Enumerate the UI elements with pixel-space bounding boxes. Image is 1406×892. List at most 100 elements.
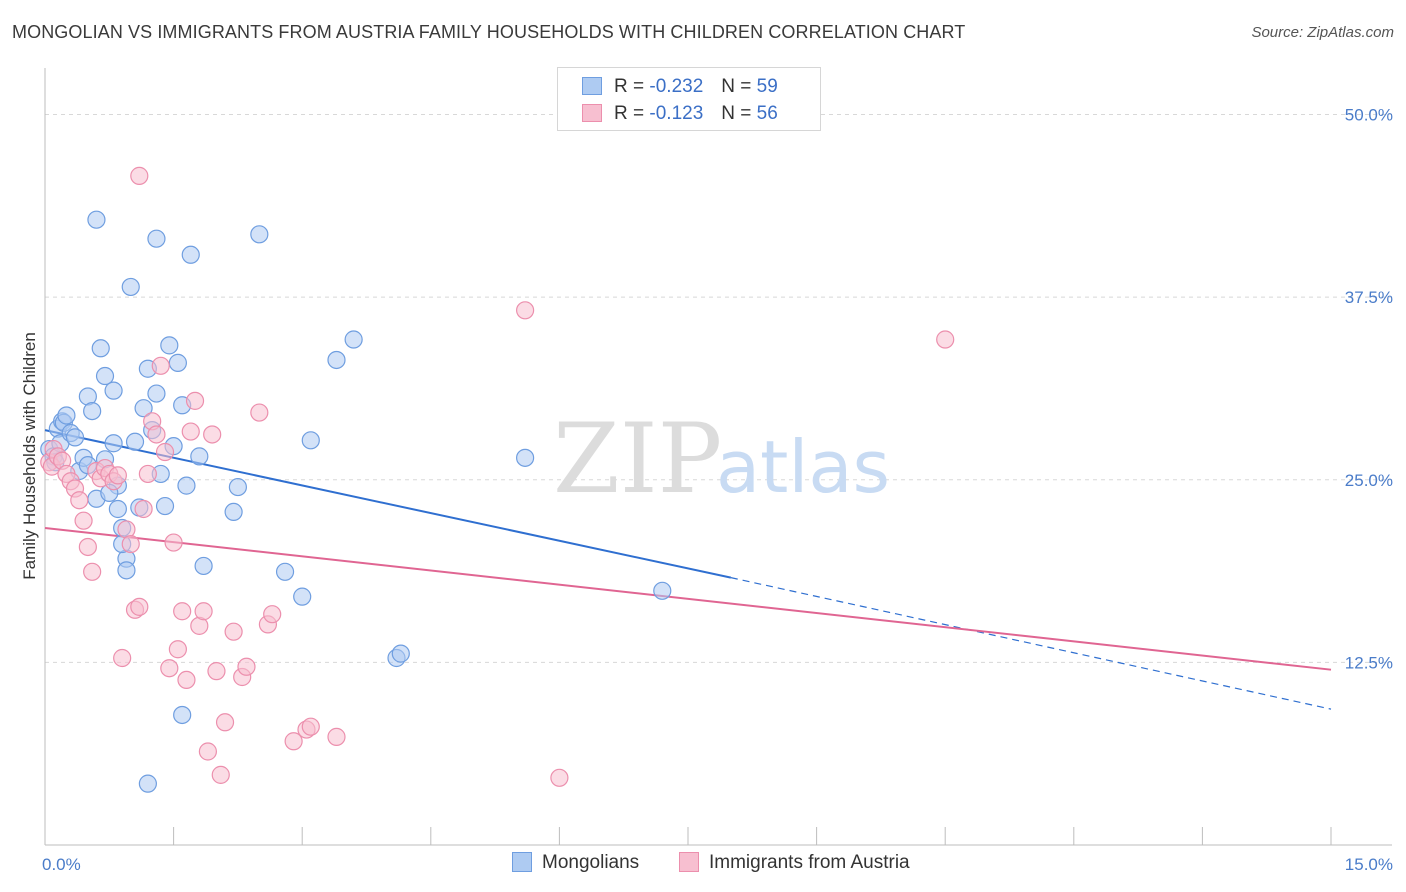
austria-point: [215, 713, 235, 732]
legend-swatch-pink: [582, 104, 602, 122]
austria-point: [327, 727, 346, 746]
austria-point: [173, 602, 192, 621]
correlation-legend: R = -0.232 N = 59 R = -0.123 N = 56: [557, 67, 821, 131]
austria-point: [284, 732, 303, 751]
austria-point: [194, 602, 213, 621]
mongolians-point: [177, 476, 196, 495]
mongolians-point: [190, 447, 209, 466]
mongolians-point: [87, 210, 106, 229]
austria-point: [211, 765, 230, 784]
legend-n-label: N =: [721, 76, 752, 97]
austria-point: [74, 511, 93, 530]
austria-point: [250, 403, 269, 422]
austria-point: [237, 657, 256, 676]
austria-point: [147, 425, 166, 444]
mongolians-point: [83, 401, 102, 421]
mongolians-point: [147, 229, 166, 248]
austria-point: [130, 166, 149, 185]
mongolians-point: [194, 556, 213, 576]
mongolians-label: Mongolians: [542, 852, 640, 873]
mongolians-point: [275, 562, 295, 581]
austria-point: [550, 768, 569, 787]
y-tick-label: 37.5%: [1345, 288, 1393, 307]
austria-point: [301, 717, 320, 736]
mongolians-point: [301, 431, 320, 450]
series-legend-austria[interactable]: Immigrants from Austria: [679, 852, 910, 874]
mongolians-point: [160, 336, 179, 355]
austria-point: [160, 659, 179, 678]
austria-point: [168, 640, 187, 659]
austria-swatch: [679, 852, 699, 872]
mongolians-point: [181, 245, 200, 264]
mongolians-point: [121, 277, 140, 297]
austria-point: [138, 464, 157, 484]
y-axis-label: Family Households with Children: [20, 332, 39, 580]
legend-n-label: N =: [721, 103, 752, 124]
data-points: [40, 166, 955, 793]
austria-point: [263, 605, 282, 624]
x-tick-label: 15.0%: [1345, 855, 1393, 874]
austria-point: [181, 422, 200, 441]
mongolians-point: [91, 339, 110, 358]
austria-point: [936, 330, 955, 349]
austria-point: [151, 356, 170, 375]
mongolians-point: [327, 350, 346, 370]
mongolians-point: [104, 434, 123, 453]
legend-r-value: -0.123: [649, 103, 704, 124]
mongolians-point: [228, 477, 247, 497]
mongolians-point: [155, 496, 175, 516]
mongolians-point: [95, 366, 115, 386]
austria-point: [130, 597, 149, 616]
austria-point: [121, 534, 140, 554]
mongolians-point: [57, 406, 76, 425]
mongolians-trend-extension: [730, 577, 1332, 710]
legend-r-value: -0.232: [649, 76, 704, 97]
x-tick-label: 0.0%: [42, 855, 81, 874]
austria-point: [113, 648, 132, 668]
legend-row-mongolians: R = -0.232 N = 59: [582, 76, 778, 98]
austria-point: [516, 301, 535, 320]
mongolians-point: [108, 499, 127, 519]
mongolians-point: [653, 581, 672, 600]
austria-point: [224, 622, 243, 641]
mongolians-point: [147, 384, 166, 403]
mongolians-point: [65, 428, 85, 447]
y-tick-label: 25.0%: [1345, 471, 1393, 490]
legend-r-label: R =: [614, 103, 645, 124]
mongolians-point: [250, 225, 269, 244]
series-legend-mongolians[interactable]: Mongolians: [512, 852, 639, 874]
austria-point: [155, 442, 175, 462]
austria-label: Immigrants from Austria: [709, 852, 910, 873]
austria-point: [198, 742, 217, 761]
mongolians-point: [117, 561, 136, 580]
austria-point: [134, 499, 153, 519]
austria-point: [185, 391, 205, 410]
mongolians-point: [168, 353, 187, 372]
mongolians-point: [104, 381, 123, 400]
y-tick-label: 50.0%: [1345, 106, 1393, 125]
mongolians-point: [173, 705, 192, 725]
legend-row-austria: R = -0.123 N = 56: [582, 103, 778, 125]
austria-point: [207, 662, 226, 681]
mongolians-point: [224, 502, 243, 522]
austria-point: [83, 562, 102, 581]
mongolians-point: [516, 448, 535, 467]
legend-r-label: R =: [614, 76, 645, 97]
austria-point: [108, 466, 127, 485]
austria-point: [164, 533, 183, 552]
legend-n-value: 59: [756, 76, 778, 97]
mongolians-point: [125, 432, 145, 451]
austria-point: [70, 491, 89, 510]
mongolians-swatch: [512, 852, 532, 872]
tick-labels: 12.5% 25.0% 37.5% 50.0% 0.0% 15.0%: [42, 106, 1393, 874]
chart-title: MONGOLIAN VS IMMIGRANTS FROM AUSTRIA FAM…: [12, 22, 966, 42]
mongolians-point: [138, 774, 157, 793]
austria-trend-line: [44, 526, 1332, 671]
grid-lines: [45, 114, 1392, 663]
austria-point: [78, 537, 97, 557]
y-tick-label: 12.5%: [1345, 653, 1393, 672]
mongolians-point: [293, 587, 312, 606]
watermark-zip: ZIP: [553, 403, 722, 515]
legend-swatch-blue: [582, 77, 602, 95]
